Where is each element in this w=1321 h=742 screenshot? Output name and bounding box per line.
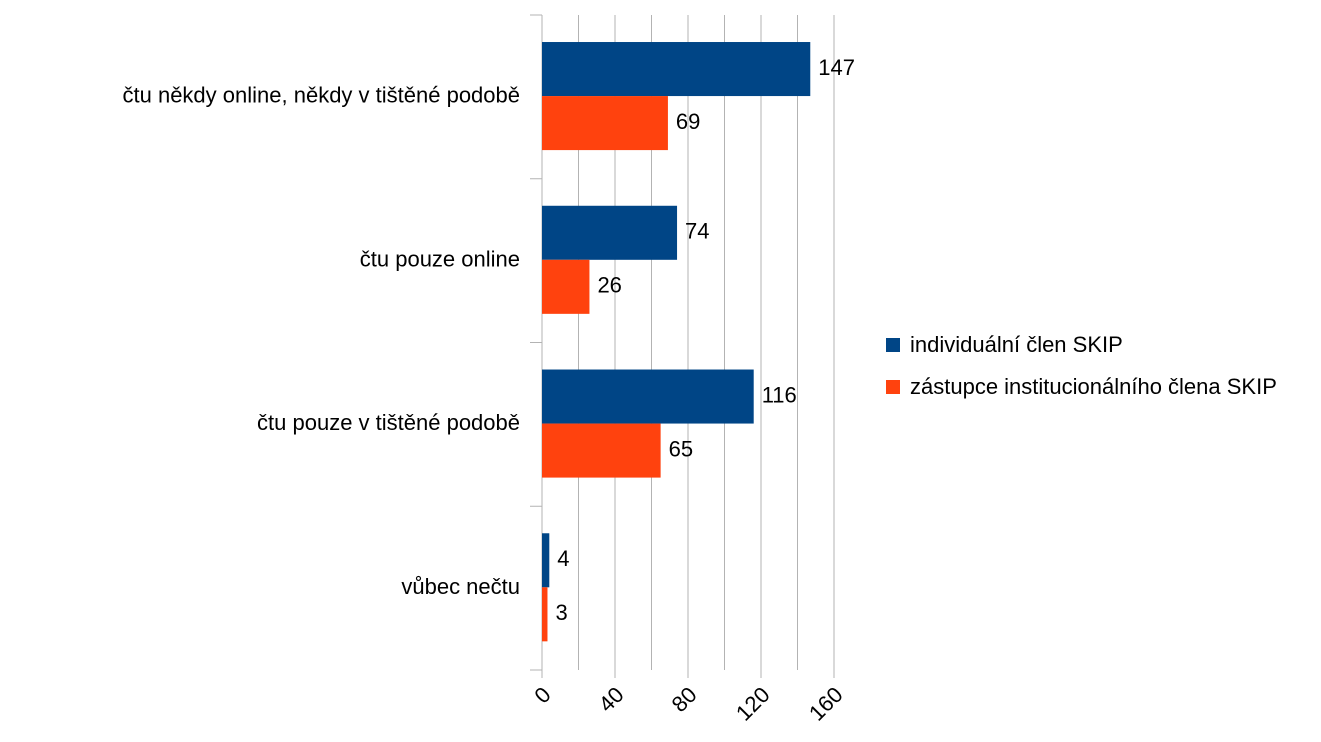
value-label: 147 xyxy=(818,55,855,80)
legend-label: individuální člen SKIP xyxy=(910,332,1123,357)
bar xyxy=(542,369,754,424)
legend-label: zástupce institucionálního člena SKIP xyxy=(910,374,1277,399)
bar xyxy=(542,259,590,314)
value-label: 116 xyxy=(762,382,797,407)
legend-swatch xyxy=(886,380,900,394)
value-label: 74 xyxy=(685,219,709,244)
category-label: čtu pouze v tištěné podobě xyxy=(257,410,520,435)
bar xyxy=(542,96,668,151)
category-label: čtu pouze online xyxy=(360,246,520,271)
bar xyxy=(542,423,661,478)
x-tick-label: 160 xyxy=(804,682,848,726)
bar xyxy=(542,587,548,642)
legend-entry: zástupce institucionálního člena SKIP xyxy=(886,373,1316,401)
legend-swatch xyxy=(886,338,900,352)
x-tick-label: 80 xyxy=(667,682,702,717)
bar xyxy=(542,205,678,260)
value-label: 65 xyxy=(669,436,693,461)
x-tick-label: 120 xyxy=(731,682,775,726)
bar xyxy=(542,533,550,588)
legend-entry: individuální člen SKIP xyxy=(886,331,1316,359)
x-tick-label: 0 xyxy=(529,682,555,708)
bar xyxy=(542,42,811,97)
value-label: 26 xyxy=(597,273,621,298)
x-tick-label: 40 xyxy=(594,682,629,717)
category-label: vůbec nečtu xyxy=(401,574,520,599)
value-label: 69 xyxy=(676,109,700,134)
value-label: 4 xyxy=(557,546,569,571)
value-label: 3 xyxy=(555,600,567,625)
category-label: čtu někdy online, někdy v tištěné podobě xyxy=(123,83,521,108)
